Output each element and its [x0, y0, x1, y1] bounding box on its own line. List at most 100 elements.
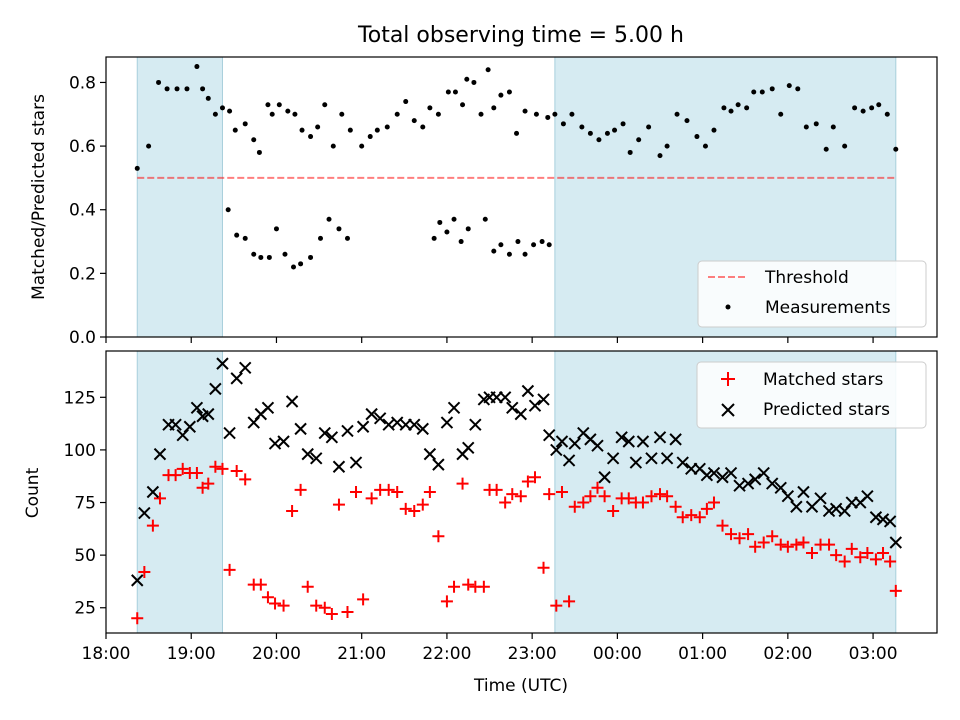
y-tick-label: 0.4: [69, 201, 96, 221]
matched-star-point: [563, 595, 576, 608]
matched-star-point: [269, 597, 282, 610]
measurement-point: [514, 130, 520, 136]
matched-star-point: [408, 504, 421, 517]
measurement-point: [498, 92, 504, 98]
measurement-point: [778, 111, 784, 117]
bottom-legend-matched-swatch: [721, 372, 735, 386]
measurement-point: [134, 165, 140, 171]
predicted-star-point: [676, 456, 689, 469]
measurement-point: [266, 254, 272, 260]
top-y-axis: 0.0 0.2 0.4 0.6 0.8: [69, 73, 106, 348]
matched-star-point: [391, 486, 404, 498]
predicted-star-point: [440, 416, 454, 429]
measurement-point: [711, 127, 717, 133]
matched-star-point: [490, 483, 503, 496]
predicted-star-point: [230, 372, 243, 385]
matched-star-point: [506, 488, 519, 501]
matched-star-point: [153, 492, 166, 505]
measurement-point: [156, 79, 162, 85]
predicted-star-point: [318, 426, 331, 440]
x-tick-label: 03:00: [849, 644, 898, 664]
predicted-star-point: [537, 393, 550, 406]
matched-star-point: [230, 464, 243, 477]
matched-star-point: [277, 599, 290, 612]
measurement-point: [308, 134, 314, 140]
measurement-point: [282, 251, 288, 257]
x-tick-label: 00:00: [593, 644, 642, 664]
matched-star-point: [216, 462, 229, 475]
measurement-point: [464, 76, 470, 82]
matched-star-point: [797, 536, 810, 549]
measurement-point: [876, 102, 882, 108]
measurement-point: [860, 108, 866, 114]
matched-star-point: [749, 540, 762, 553]
y-tick-label: 75: [74, 494, 96, 514]
measurement-point: [403, 99, 409, 105]
matched-star-point: [169, 469, 182, 482]
measurement-point: [533, 111, 539, 117]
predicted-star-point: [285, 395, 299, 408]
predicted-star-point: [462, 441, 475, 455]
bottom-legend-predicted-swatch: [721, 403, 735, 417]
predicted-star-point: [169, 418, 182, 431]
predicted-star-point: [239, 361, 252, 375]
predicted-star-point: [469, 418, 482, 431]
predicted-star-point: [432, 458, 445, 471]
measurement-point: [813, 121, 819, 127]
measurement-point: [374, 127, 380, 133]
measurement-point: [852, 105, 858, 111]
predicted-star-point: [869, 511, 883, 524]
measurement-point: [587, 130, 593, 136]
bottom-plot-marks: [131, 357, 903, 625]
y-tick-label: 0.8: [69, 73, 96, 93]
measurement-point: [359, 143, 365, 149]
matched-star-point: [654, 488, 666, 501]
predicted-star-point: [814, 492, 827, 505]
predicted-star-point: [528, 399, 542, 412]
matched-star-point: [838, 555, 851, 568]
bottom-ylabel: Count: [23, 467, 43, 518]
predicted-star-point: [660, 452, 674, 465]
predicted-star-point: [131, 574, 144, 587]
matched-star-point: [209, 460, 222, 473]
x-tick-label: 21:00: [337, 644, 386, 664]
measurement-point: [893, 146, 899, 152]
matched-star-point: [382, 483, 395, 496]
measurement-point: [298, 261, 304, 267]
predicted-star-point: [591, 439, 604, 452]
measurement-point: [367, 134, 373, 140]
measurement-point: [184, 86, 190, 92]
matched-star-point: [854, 551, 867, 564]
matched-star-point: [350, 486, 363, 498]
shaded-interval: [136, 56, 223, 338]
measurement-point: [431, 235, 437, 241]
measurement-point: [435, 111, 441, 117]
measurement-point: [646, 124, 652, 130]
measurement-point: [451, 216, 457, 222]
bottom-legend-matched-label: Matched stars: [763, 370, 883, 390]
measurement-point: [242, 121, 248, 127]
matched-star-point: [830, 549, 843, 562]
measurement-point: [317, 235, 323, 241]
matched-star-point: [365, 492, 378, 505]
top-legend-measurement-swatch: [725, 304, 731, 310]
measurement-point: [579, 124, 585, 130]
matched-star-point: [766, 530, 779, 543]
predicted-star-point: [757, 466, 770, 480]
measurement-point: [276, 102, 282, 108]
matched-star-point: [693, 511, 706, 524]
predicted-star-point: [883, 515, 897, 528]
predicted-star-point: [223, 426, 236, 440]
predicted-star-point: [301, 447, 314, 461]
matched-star-point: [261, 591, 274, 604]
y-tick-label: 0.2: [69, 264, 96, 284]
predicted-star-point: [724, 466, 738, 480]
measurement-point: [444, 229, 450, 235]
measurement-point: [219, 105, 225, 111]
measurement-point: [232, 127, 238, 133]
measurement-point: [322, 102, 328, 108]
matched-star-point: [456, 477, 469, 490]
matched-star-point: [477, 580, 490, 593]
measurement-point: [721, 105, 727, 111]
